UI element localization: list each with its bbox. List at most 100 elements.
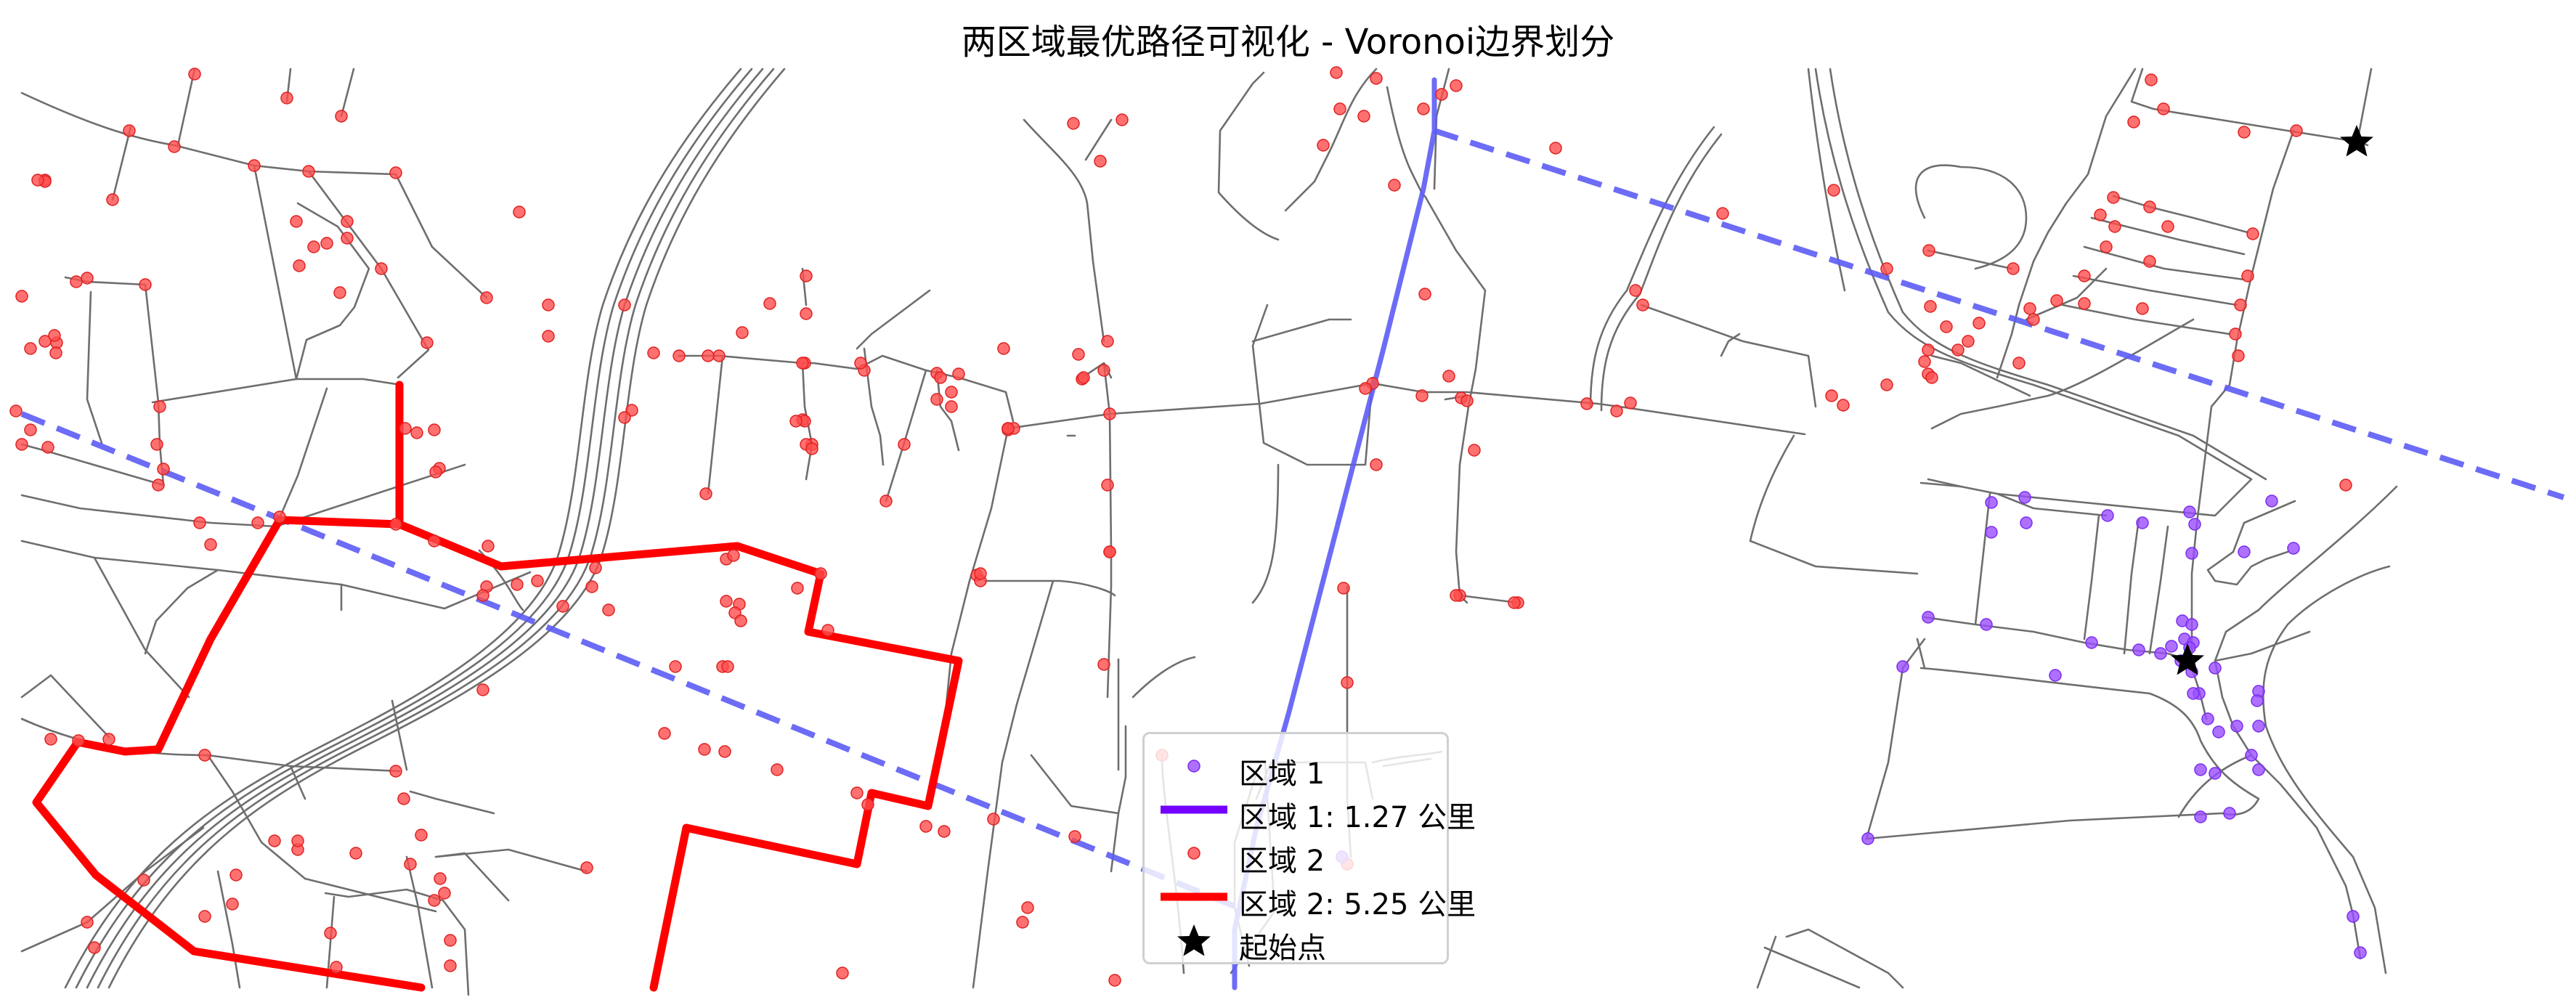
region-2-point [1330,66,1343,79]
region-2-point [31,174,44,187]
region-1-point [2347,910,2360,923]
region-2-point [850,786,864,799]
region-2-point [1624,396,1637,410]
line-swatch-icon [1161,892,1227,901]
region-2-point [763,297,776,310]
region-1-point [2252,720,2265,733]
region-1-point [2185,547,2198,560]
region-2-point [251,516,264,529]
region-2-point [698,743,711,756]
region-2-point [307,240,320,253]
region-2-point [106,193,119,206]
region-2-point [333,286,346,299]
region-2-point [2107,191,2120,204]
region-2-point [945,386,958,399]
region-1-point [2354,946,2367,959]
region-2-point [805,442,818,455]
region-1-point [2101,509,2114,522]
region-2-point [341,215,354,228]
region-1-point [2223,807,2236,820]
region-2-point [2241,269,2254,282]
region-2-point [1450,589,1463,602]
legend-label: 区域 2 [1239,845,1325,878]
region-1-point [1985,526,1998,539]
region-2-point [2012,357,2026,370]
region-2-point [150,438,163,451]
legend-label: 区域 1: 1.27 公里 [1239,801,1476,834]
region-2-point [15,290,28,303]
region-2-point [511,578,524,591]
region-2-point [2078,297,2091,310]
region-2-point [2290,124,2303,137]
legend-label: 区域 2: 5.25 公里 [1239,888,1476,921]
region-2-point [618,298,631,312]
region-2-point [1108,974,1121,987]
region-1-point [2251,694,2264,707]
region-2-point [1417,102,1430,115]
region-2-point [375,262,388,275]
region-2-point [1972,317,1986,330]
region-2-point [444,959,457,972]
region-2-point [1068,830,1081,843]
region-1-point [2018,491,2031,504]
region-2-point [734,614,747,627]
region-2-point [1101,335,1114,348]
region-2-point [1116,113,1129,126]
region-2-point [2007,262,2020,275]
region-2-point [1962,335,1975,348]
circle-icon [1187,760,1200,773]
region-1-point [2265,495,2278,508]
region-2-point [2246,227,2259,240]
region-1-points [1336,491,2367,959]
region-1-point [2230,720,2243,733]
region-2-point [123,124,136,137]
region-2-point [589,561,602,574]
region-1-point [2201,712,2214,725]
region-2-point [1610,404,1623,418]
region-2-point [320,237,333,250]
region-2-point [2161,220,2174,233]
region-2-point [1825,389,1838,402]
region-2-point [585,580,598,593]
region-2-point [1341,676,1354,689]
region-2-point [1370,72,1383,85]
region-2-point [1880,262,1893,275]
region-2-point [428,423,441,436]
region-2-point [1922,244,1935,257]
region-2-point [293,259,306,272]
region-1-point [2209,662,2222,675]
legend-label: 起始点 [1239,932,1326,965]
region-2-point [702,349,715,362]
region-2-point [821,624,834,637]
region-2-point [1317,139,1330,152]
region-2-point [1435,88,1448,101]
region-2-point [302,165,315,178]
region-2-point [72,734,85,747]
region-2-point [1101,479,1114,492]
region-2-point [198,749,211,762]
region-2-point [791,582,804,595]
region-2-point [2143,255,2156,268]
region-2-point [1359,382,1372,395]
region-2-point [2143,200,2156,213]
legend-item-region1-path: 区域 1: 1.27 公里 [1145,788,1476,834]
region-2-point [349,847,362,860]
region-2-point [673,349,686,362]
region-2-point [137,874,150,887]
region-2-point [1097,364,1110,377]
region-2-point [1418,288,1431,301]
region-2-point [2023,302,2036,315]
region-2-point [513,205,526,219]
region-2-point [1388,179,1401,192]
region-2-point [248,159,261,172]
region-2-point [102,733,115,746]
region-2-point [1415,389,1429,402]
region-1-point [2287,542,2300,555]
region-2-point [81,916,94,929]
region-2-point [800,307,813,320]
region-2-point [556,600,569,613]
region-2-point [1925,371,1938,384]
region-2-point [898,438,911,451]
region-2-point [1067,117,1080,130]
